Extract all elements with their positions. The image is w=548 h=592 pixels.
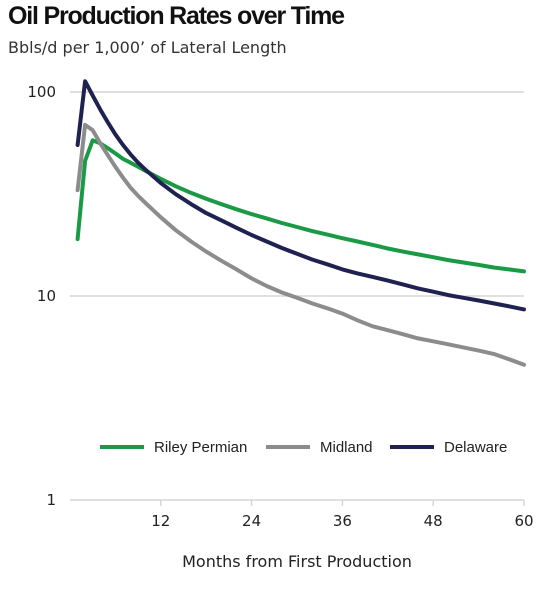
y-tick-label: 10 bbox=[37, 287, 56, 305]
chart-title: Oil Production Rates over Time bbox=[8, 2, 345, 30]
x-tick-label: 12 bbox=[151, 512, 170, 530]
series-line-delaware bbox=[75, 79, 526, 312]
legend-label: Riley Permian bbox=[154, 439, 247, 456]
x-tick-label: 60 bbox=[514, 512, 533, 530]
series-line-midland bbox=[75, 122, 526, 367]
chart-subtitle: Bbls/d per 1,000’ of Lateral Length bbox=[8, 38, 287, 57]
x-tick-label: 48 bbox=[424, 512, 443, 530]
x-tick-label: 36 bbox=[333, 512, 352, 530]
legend: Riley Permian Midland Delaware bbox=[100, 439, 507, 456]
y-tick-label: 100 bbox=[27, 83, 56, 101]
x-axis-label: Months from First Production bbox=[182, 552, 412, 571]
legend-label: Delaware bbox=[444, 439, 507, 456]
series-line-riley-permian bbox=[75, 138, 526, 274]
y-tick-label: 1 bbox=[46, 491, 56, 509]
y-axis-ticks: 1 10 100 bbox=[27, 83, 56, 509]
x-tick-label: 24 bbox=[242, 512, 261, 530]
legend-label: Midland bbox=[320, 439, 373, 456]
series-lines bbox=[75, 79, 526, 367]
x-axis-ticks: 12 24 36 48 60 bbox=[151, 500, 534, 530]
